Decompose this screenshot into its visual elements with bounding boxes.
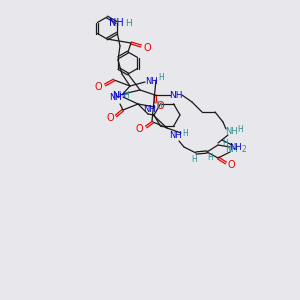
Text: H: H	[124, 20, 131, 28]
Text: 2: 2	[242, 145, 246, 154]
Text: H: H	[182, 128, 188, 137]
Text: O: O	[227, 160, 235, 170]
Text: NH: NH	[109, 18, 123, 28]
Text: H: H	[123, 91, 129, 100]
Text: O: O	[143, 43, 151, 53]
Text: H: H	[191, 154, 197, 164]
Text: NH: NH	[110, 94, 122, 103]
Text: NH: NH	[229, 142, 242, 152]
Text: H: H	[222, 139, 228, 148]
Text: NH: NH	[225, 128, 237, 136]
Text: NH: NH	[142, 106, 155, 115]
Text: NH: NH	[145, 77, 158, 86]
Text: NH: NH	[112, 92, 126, 100]
Text: NH: NH	[169, 131, 182, 140]
Text: H: H	[207, 154, 213, 163]
Text: NH: NH	[226, 145, 238, 154]
Text: H: H	[156, 101, 162, 110]
Text: O: O	[106, 113, 114, 123]
Text: NH: NH	[169, 91, 183, 100]
Text: O: O	[135, 124, 143, 134]
Text: H: H	[237, 124, 243, 134]
Text: H: H	[158, 74, 164, 82]
Text: O: O	[156, 101, 164, 111]
Text: O: O	[94, 82, 102, 92]
